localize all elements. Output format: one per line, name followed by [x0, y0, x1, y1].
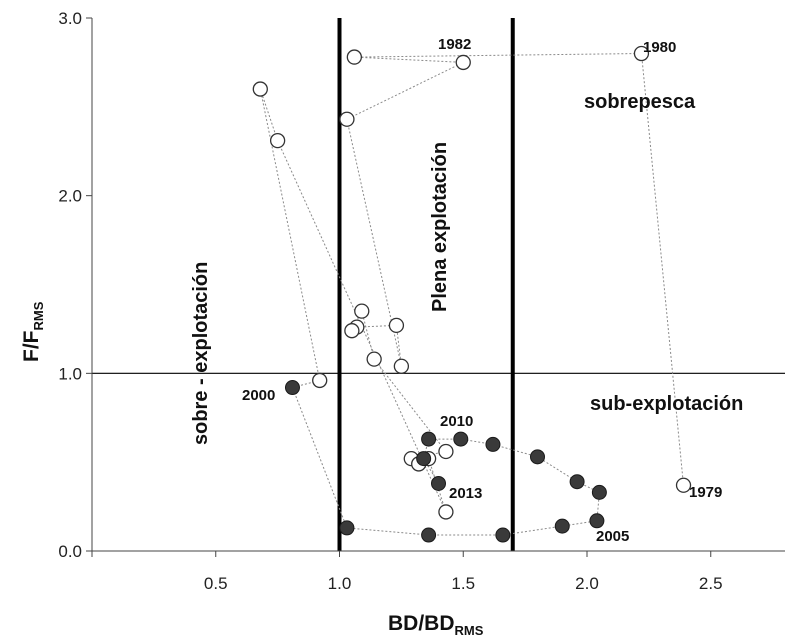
data-point-open: [346, 49, 363, 65]
data-point-filled: [453, 431, 469, 447]
trajectory-line: [259, 52, 684, 536]
year-label-2005: 2005: [596, 528, 629, 545]
reference-lines: [92, 18, 785, 551]
data-point-filled: [554, 518, 570, 534]
data-point-filled: [431, 475, 446, 491]
data-point-open: [393, 358, 410, 374]
data-point-open: [252, 81, 268, 97]
zone-label-overfishing: sobrepesca: [584, 91, 696, 113]
axes: 0.0 1.0 2.0 3.0 0.5 1.0 1.5 2.0 2.5: [58, 9, 785, 593]
data-point-open: [339, 111, 355, 127]
data-point-open: [633, 45, 650, 62]
x-axis-title: BD/BDRMS: [388, 612, 484, 638]
x-tick-label: 1.5: [451, 574, 475, 593]
y-axis-title: F/FRMS: [20, 301, 46, 362]
data-point-open: [388, 317, 405, 334]
data-point-open: [438, 504, 454, 520]
data-point-filled: [284, 380, 300, 396]
data-point-filled: [485, 436, 501, 452]
data-point-filled: [569, 474, 585, 490]
x-tick-label: 0.5: [204, 574, 228, 593]
data-point-open: [438, 443, 454, 460]
x-tick-label: 2.0: [575, 574, 599, 593]
data-point-open: [366, 351, 382, 367]
year-label-1980: 1980: [643, 39, 676, 56]
y-tick-label: 0.0: [58, 542, 82, 561]
zone-label-under-exploitation: sub-explotación: [590, 393, 743, 415]
data-point-filled: [339, 520, 355, 536]
data-point-filled: [530, 449, 545, 465]
zone-label-full-exploitation: Plena explotación: [429, 142, 451, 312]
y-tick-label: 3.0: [58, 9, 82, 28]
data-point-filled: [589, 513, 605, 529]
data-point-filled: [421, 527, 437, 543]
data-point-open: [354, 303, 370, 319]
y-tick-label: 1.0: [58, 364, 82, 383]
year-label-2000: 2000: [242, 387, 275, 404]
data-point-open: [312, 372, 328, 389]
y-tick-label: 2.0: [58, 187, 82, 206]
year-label-1979: 1979: [689, 484, 722, 501]
zone-label-over-exploitation: sobre - explotación: [190, 262, 212, 445]
chart-text: sobrepesca Plena explotación sobre - exp…: [20, 36, 743, 638]
data-point-open: [675, 477, 692, 493]
data-point-open: [344, 323, 360, 339]
data-point-filled: [421, 431, 437, 447]
data-point-filled: [416, 451, 432, 467]
trajectory-lines: [259, 52, 684, 536]
year-label-2013: 2013: [449, 485, 482, 502]
data-points: [252, 45, 692, 543]
data-point-filled: [495, 527, 511, 543]
year-label-1982: 1982: [438, 36, 471, 53]
x-tick-label: 2.5: [699, 574, 723, 593]
x-tick-label: 1.0: [328, 574, 352, 593]
year-label-2010: 2010: [440, 413, 473, 430]
data-point-open: [269, 132, 286, 149]
data-point-filled: [591, 484, 607, 500]
data-point-open: [455, 54, 471, 71]
